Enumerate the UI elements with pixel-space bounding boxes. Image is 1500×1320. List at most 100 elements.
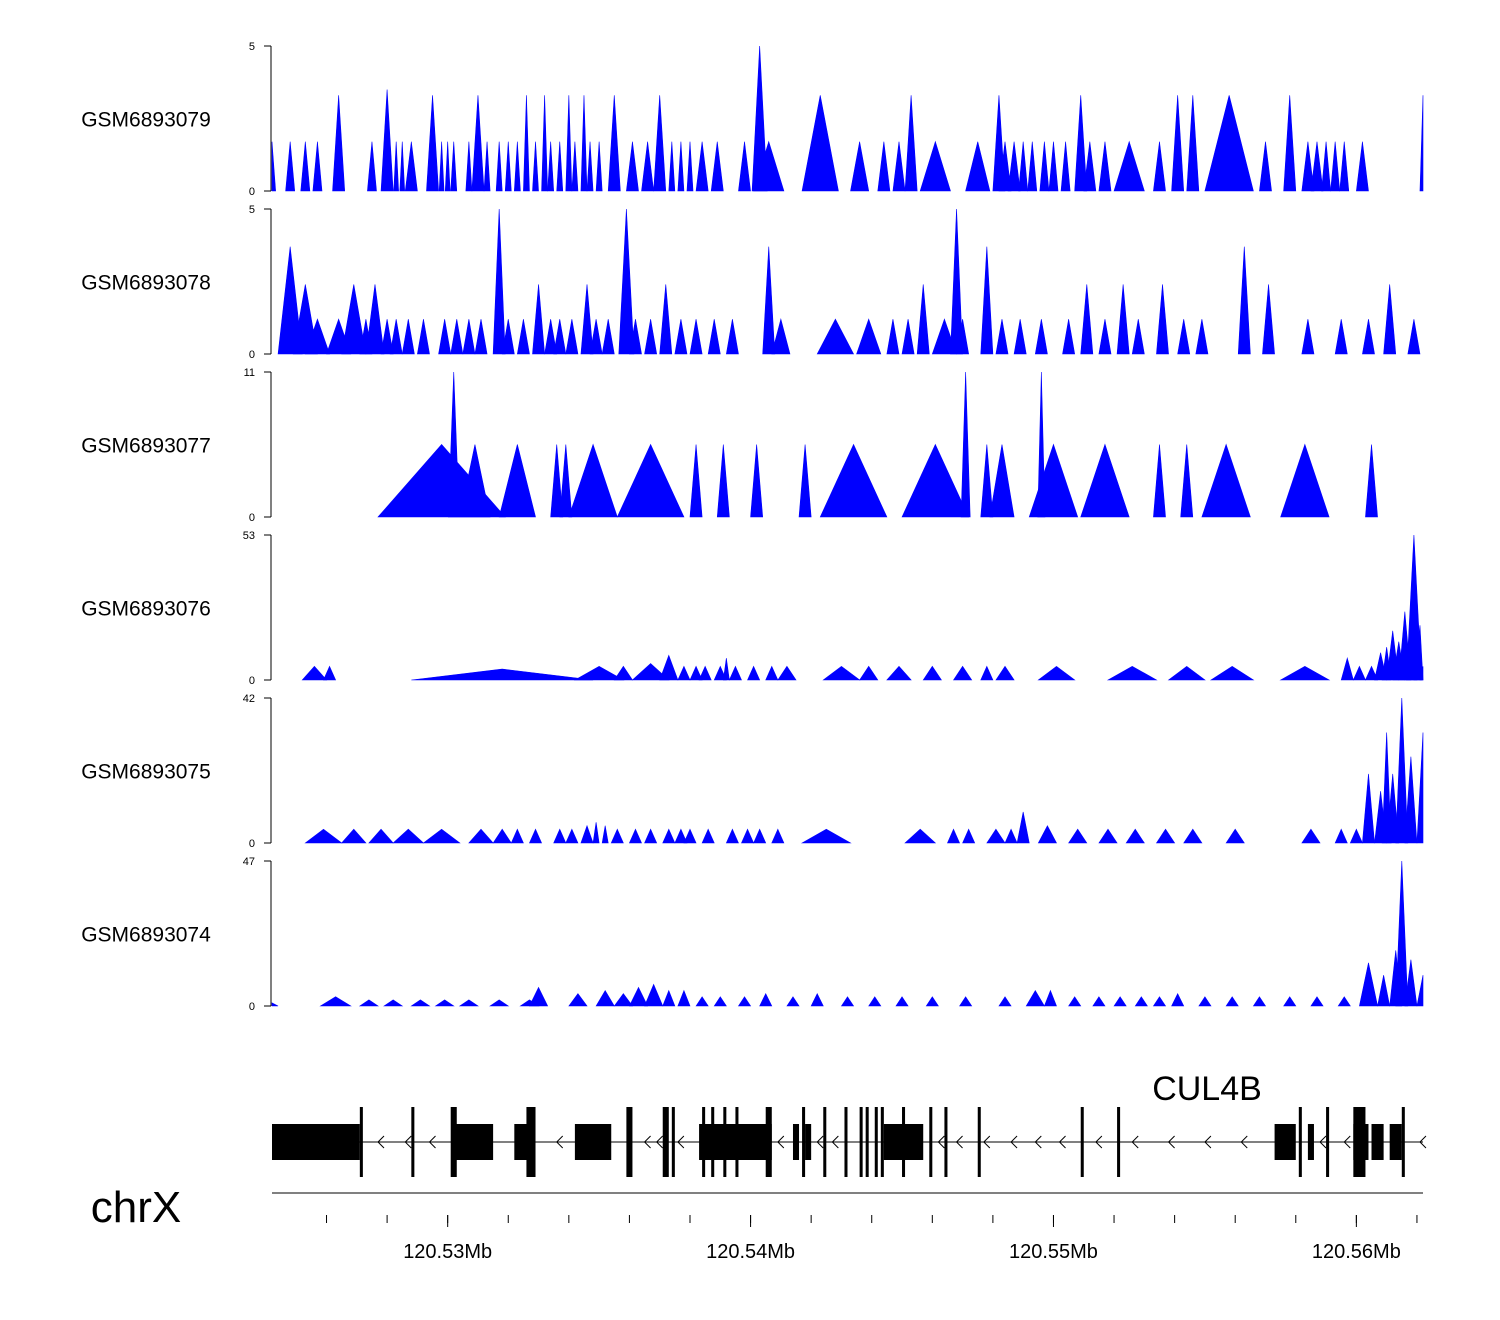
coverage-peak — [1080, 284, 1094, 355]
coverage-peak — [1025, 989, 1045, 1007]
coverage-peak — [868, 996, 882, 1007]
coverage-peak — [922, 665, 942, 681]
coverage-peak — [759, 992, 773, 1007]
exon — [671, 1107, 675, 1177]
y-tick-label: 11 — [244, 367, 255, 379]
coverage-peak — [1039, 141, 1050, 192]
y-tick-label: 0 — [249, 838, 255, 850]
exon — [662, 1107, 669, 1177]
coverage-peak — [271, 1002, 279, 1007]
coverage-peak — [1027, 141, 1038, 192]
coverage-peak — [553, 828, 567, 844]
strand-chevron — [831, 1135, 839, 1149]
coverage-peak — [586, 141, 594, 192]
coverage-peak — [601, 319, 615, 355]
coverage-peak — [840, 996, 855, 1007]
coverage-peak — [607, 95, 621, 192]
coverage-peak — [501, 319, 515, 355]
coverage-peak — [1186, 95, 1200, 192]
track-label: GSM6893076 — [81, 598, 211, 621]
coverage-peak — [1062, 319, 1076, 355]
track: GSM6893075 42 0 — [81, 693, 1424, 850]
exon — [944, 1107, 948, 1177]
strand-chevron — [1131, 1135, 1139, 1149]
coverage-peak — [1004, 828, 1018, 844]
coverage-peak — [447, 371, 460, 518]
y-tick-label: 0 — [249, 186, 255, 198]
coverage-peak — [1098, 319, 1112, 355]
coverage-peak — [980, 444, 994, 518]
coverage-peak — [801, 95, 839, 192]
track-label: GSM6893074 — [81, 924, 211, 947]
coverage-peak — [1283, 95, 1297, 192]
coverage-peak — [1395, 860, 1409, 1007]
coverage-peak — [895, 996, 909, 1007]
strand-chevron — [677, 1135, 685, 1149]
coverage-peak — [544, 319, 558, 355]
coverage-peak — [677, 989, 691, 1007]
coverage-peak — [1152, 996, 1167, 1007]
strand-chevron — [816, 1135, 824, 1149]
coverage-peak — [547, 141, 555, 192]
coverage-peak — [856, 318, 882, 355]
coverage-peak — [380, 89, 394, 192]
coverage-peak — [662, 828, 676, 844]
exon — [874, 1107, 878, 1177]
coverage-peak — [444, 141, 451, 192]
exon — [844, 1107, 848, 1177]
coverage-peak — [1080, 443, 1130, 518]
coverage-peak — [332, 95, 346, 192]
coverage-peak — [510, 828, 524, 844]
coverage-peak — [450, 141, 458, 192]
coverage-peak — [1416, 975, 1424, 1007]
coverage-peak — [565, 319, 579, 355]
coverage-peak — [989, 444, 1015, 518]
coverage-peak — [1171, 992, 1185, 1007]
coverage-peak — [462, 319, 476, 355]
track-label: GSM6893079 — [81, 109, 211, 132]
track-label: GSM6893078 — [81, 272, 211, 295]
coverage-peak — [580, 824, 594, 844]
coverage-peak — [438, 141, 445, 192]
coverage-peak — [393, 141, 399, 192]
track-label: GSM6893075 — [81, 761, 211, 784]
coverage-peak — [998, 141, 1012, 192]
strand-chevron — [1419, 1135, 1427, 1149]
coverage-peak — [1125, 828, 1145, 844]
coverage-peak — [1413, 625, 1424, 681]
coverage-peak — [695, 996, 709, 1007]
coverage-peak — [1310, 996, 1324, 1007]
coverage-peak — [674, 319, 688, 355]
coverage-peak — [707, 319, 721, 355]
exon — [626, 1107, 633, 1177]
coverage-peak — [365, 284, 385, 355]
coverage-peak — [822, 665, 861, 681]
coverage-peak — [1007, 141, 1021, 192]
coverage-peak — [498, 444, 536, 518]
strand-chevron — [1343, 1135, 1351, 1149]
coverage-peak — [304, 828, 343, 844]
coverage-peak — [850, 141, 870, 192]
coverage-peak — [616, 443, 685, 518]
coverage-peak — [904, 95, 918, 192]
coverage-peak — [800, 828, 852, 844]
coverage-peak — [380, 319, 394, 355]
coverage-peak — [1116, 284, 1130, 355]
coverage-peak — [1310, 141, 1324, 192]
coverage-peak — [919, 140, 951, 192]
coverage-peak — [1252, 996, 1267, 1007]
coverage-peak — [747, 665, 761, 681]
coverage-peak — [931, 318, 957, 355]
coverage-peak — [628, 828, 642, 844]
coverage-peak — [383, 999, 404, 1007]
coverage-peak — [495, 141, 503, 192]
coverage-peak — [1352, 665, 1366, 681]
coverage-peak — [1359, 962, 1378, 1007]
coverage-peak — [401, 319, 415, 355]
coverage-peak — [753, 828, 767, 844]
coverage-peak — [741, 828, 755, 844]
y-tick-label: 5 — [249, 204, 255, 216]
coverage-peak — [1153, 444, 1166, 518]
coverage-peak — [644, 319, 658, 355]
coverage-peak — [367, 141, 377, 192]
